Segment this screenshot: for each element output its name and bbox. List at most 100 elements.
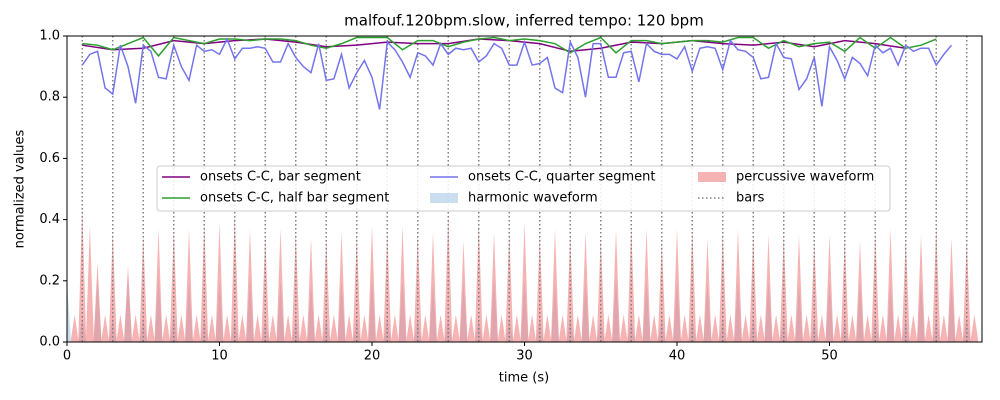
waveform-spike: [360, 314, 369, 342]
waveform-spike: [573, 314, 582, 342]
waveform-spike: [680, 314, 689, 342]
waveform-spike: [154, 228, 163, 342]
y-tick-label: 0.2: [39, 273, 60, 288]
plot-area: [67, 36, 979, 342]
legend-label: harmonic waveform: [468, 191, 598, 206]
waveform-spike: [421, 314, 430, 342]
waveform-spike: [291, 231, 300, 342]
waveform-spike: [909, 314, 918, 342]
waveform-spike: [101, 314, 110, 342]
y-tick-label: 0.8: [39, 90, 60, 105]
waveform-spike: [116, 314, 125, 342]
y-tick-label: 0.4: [39, 212, 60, 227]
waveform-spike: [848, 314, 857, 342]
waveform-spike: [284, 314, 293, 342]
x-tick-label: 20: [364, 349, 381, 364]
waveform-spike: [230, 213, 239, 342]
waveform-spike: [955, 314, 964, 342]
waveform-spike: [756, 314, 765, 342]
waveform-spike: [185, 228, 193, 342]
waveform-spike: [307, 237, 315, 342]
waveform-spike: [886, 228, 895, 342]
waveform-spike: [810, 241, 819, 342]
waveform-spike: [337, 231, 346, 342]
waveform-spike: [124, 265, 132, 342]
waveform-spike: [314, 314, 323, 342]
x-tick-label: 50: [821, 349, 838, 364]
waveform-spike: [970, 314, 979, 342]
waveform-spike: [207, 314, 216, 342]
waveform-spike: [345, 314, 354, 342]
waveform-spike: [642, 228, 651, 342]
series-line: [81, 37, 953, 110]
series-line: [82, 38, 906, 53]
waveform-spike: [505, 231, 514, 342]
waveform-spike: [787, 314, 796, 342]
waveform-spike: [520, 222, 529, 342]
waveform-spike: [162, 314, 171, 342]
waveform-spike: [673, 228, 681, 342]
waveform-spike: [85, 225, 94, 342]
waveform-spike: [894, 314, 903, 342]
waveform-spike: [589, 314, 598, 342]
x-axis-label: time (s): [499, 371, 549, 386]
waveform-spike: [177, 314, 186, 342]
waveform-spike: [833, 314, 842, 342]
y-axis-label: normalized values: [13, 129, 28, 248]
waveform-spike: [627, 225, 636, 342]
waveform-spike: [543, 314, 552, 342]
legend-key: [698, 172, 726, 182]
waveform-spike: [406, 314, 415, 342]
waveform-spike: [917, 234, 925, 342]
waveform-spike: [429, 231, 437, 342]
waveform-spike: [711, 314, 720, 342]
legend-label: percussive waveform: [736, 170, 874, 185]
series-line: [82, 36, 937, 58]
x-tick-label: 0: [63, 349, 71, 364]
waveform-spike: [726, 314, 735, 342]
y-tick-label: 0.6: [39, 151, 60, 166]
waveform-spike: [93, 262, 102, 342]
waveform-spike: [474, 222, 483, 342]
waveform-spike: [962, 241, 971, 342]
legend: onsets C-C, bar segment onsets C-C, half …: [156, 165, 891, 212]
waveform-spike: [612, 228, 620, 342]
waveform-spike: [581, 231, 590, 342]
waveform-spike: [558, 314, 567, 342]
waveform-spike: [375, 314, 384, 342]
x-tick-label: 40: [669, 349, 686, 364]
y-tick-label: 1.0: [39, 29, 60, 44]
waveform-spike: [528, 314, 537, 342]
waveform-spike: [871, 231, 880, 342]
waveform-spike: [215, 222, 224, 342]
waveform-spike: [299, 314, 308, 342]
waveform-spike: [131, 314, 140, 342]
waveform-spike: [741, 314, 750, 342]
waveform-spike: [634, 314, 643, 342]
waveform-spike: [795, 234, 803, 342]
waveform-spike: [825, 234, 834, 342]
legend-label: onsets C-C, bar segment: [200, 170, 361, 185]
x-tick-label: 10: [211, 349, 228, 364]
waveform-spike: [200, 222, 209, 342]
waveform-spike: [932, 225, 941, 342]
waveform-spike: [596, 237, 605, 342]
waveform-spike: [436, 314, 445, 342]
waveform-spike: [459, 241, 468, 342]
waveform-spike: [223, 314, 232, 342]
waveform-spike: [734, 228, 742, 342]
waveform-spike: [802, 314, 811, 342]
waveform-spike: [253, 314, 262, 342]
waveform-spike: [764, 234, 773, 342]
waveform-spike: [78, 207, 87, 342]
waveform-spike: [70, 314, 79, 342]
chart-title: malfouf.120bpm.slow, inferred tempo: 120…: [344, 12, 704, 30]
waveform-spike: [444, 213, 453, 342]
y-tick-label: 0.0: [39, 335, 60, 350]
waveform-spike: [665, 314, 674, 342]
legend-label: bars: [736, 191, 765, 206]
waveform-spike: [924, 314, 933, 342]
waveform-spike: [772, 314, 781, 342]
waveform-spike: [878, 314, 887, 342]
